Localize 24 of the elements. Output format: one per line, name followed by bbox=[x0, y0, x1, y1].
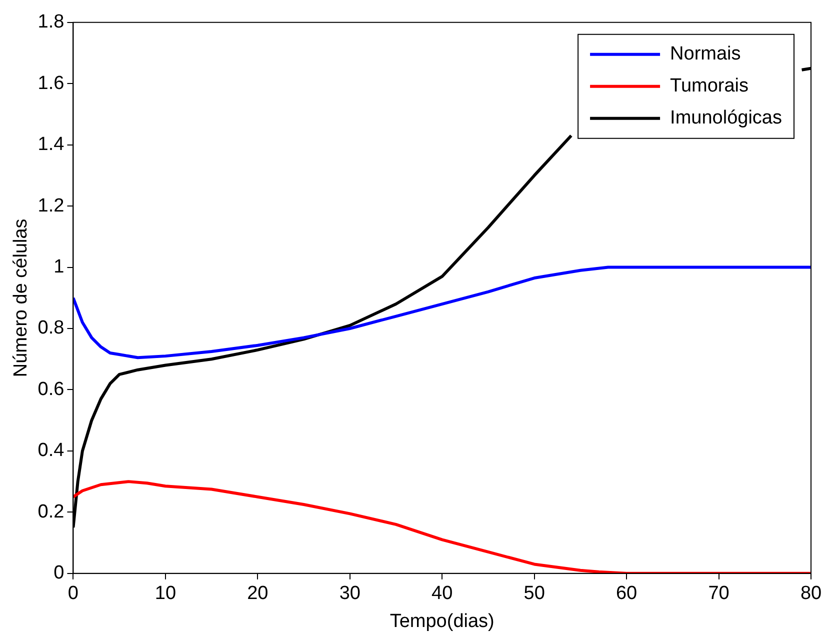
x-tick-label: 80 bbox=[800, 583, 822, 604]
x-tick-label: 70 bbox=[708, 583, 730, 604]
y-tick-label: 0.8 bbox=[38, 318, 64, 339]
x-tick-label: 10 bbox=[154, 583, 176, 604]
y-axis-title: Número de células bbox=[10, 218, 32, 378]
y-tick-label: 1.2 bbox=[38, 195, 64, 216]
y-tick-label: 1.4 bbox=[38, 134, 65, 156]
x-tick-label: 20 bbox=[247, 583, 268, 604]
y-tick-label: 0 bbox=[54, 562, 64, 584]
legend-label: Imunológicas bbox=[670, 108, 782, 129]
y-tick-label: 0.2 bbox=[38, 501, 64, 522]
x-tick-label: 50 bbox=[524, 583, 545, 604]
y-tick-label: 1.6 bbox=[38, 72, 64, 94]
x-tick-label: 60 bbox=[616, 583, 638, 604]
x-tick-label: 30 bbox=[339, 583, 360, 604]
y-tick-label: 1 bbox=[54, 256, 64, 278]
legend-label: Tumorais bbox=[670, 76, 749, 97]
x-axis-title: Tempo(dias) bbox=[390, 610, 494, 632]
x-tick-label: 0 bbox=[68, 583, 78, 604]
x-tick-label: 40 bbox=[432, 583, 453, 604]
legend-label: Normais bbox=[670, 44, 741, 65]
y-tick-label: 1.8 bbox=[38, 12, 64, 33]
y-tick-label: 0.4 bbox=[38, 440, 65, 462]
y-tick-label: 0.6 bbox=[38, 378, 64, 400]
